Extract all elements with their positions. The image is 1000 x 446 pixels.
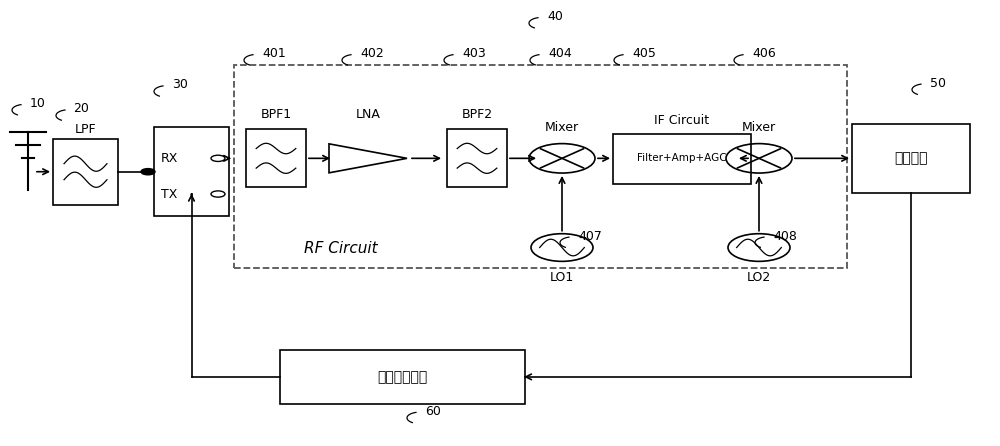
Text: 60: 60: [425, 405, 441, 418]
Text: 402: 402: [360, 47, 384, 60]
Text: RX: RX: [161, 152, 178, 165]
Text: LNA: LNA: [356, 108, 380, 121]
Text: 30: 30: [172, 78, 188, 91]
Text: Filter+Amp+AGC: Filter+Amp+AGC: [637, 153, 727, 163]
Bar: [53, 139, 118, 205]
Text: 20: 20: [73, 103, 89, 116]
Text: 40: 40: [547, 10, 563, 23]
Text: Mixer: Mixer: [742, 121, 776, 134]
Circle shape: [141, 169, 155, 175]
Text: LPF: LPF: [75, 123, 96, 136]
Text: 408: 408: [773, 230, 797, 243]
Text: 50: 50: [930, 77, 946, 90]
Bar: [246, 129, 306, 187]
Text: TX: TX: [161, 187, 177, 201]
Text: 10: 10: [30, 97, 46, 110]
Bar: [234, 65, 847, 268]
Bar: [447, 129, 507, 187]
Bar: [154, 127, 229, 216]
Text: 401: 401: [262, 47, 286, 60]
Text: RF Circuit: RF Circuit: [304, 241, 378, 256]
Text: IF Circuit: IF Circuit: [654, 114, 710, 127]
Text: LO1: LO1: [550, 271, 574, 284]
Bar: [852, 124, 970, 193]
Text: 404: 404: [548, 47, 572, 60]
Text: 主控電路: 主控電路: [894, 151, 928, 165]
Bar: [613, 134, 751, 184]
Text: LO2: LO2: [747, 271, 771, 284]
Text: 403: 403: [462, 47, 486, 60]
Text: BPF2: BPF2: [461, 108, 493, 121]
Bar: [280, 350, 525, 404]
Text: 406: 406: [752, 47, 776, 60]
Text: BPF1: BPF1: [260, 108, 292, 121]
Text: 405: 405: [632, 47, 656, 60]
Text: 衰減控制電路: 衰減控制電路: [377, 370, 428, 384]
Text: Mixer: Mixer: [545, 121, 579, 134]
Text: 407: 407: [578, 230, 602, 243]
